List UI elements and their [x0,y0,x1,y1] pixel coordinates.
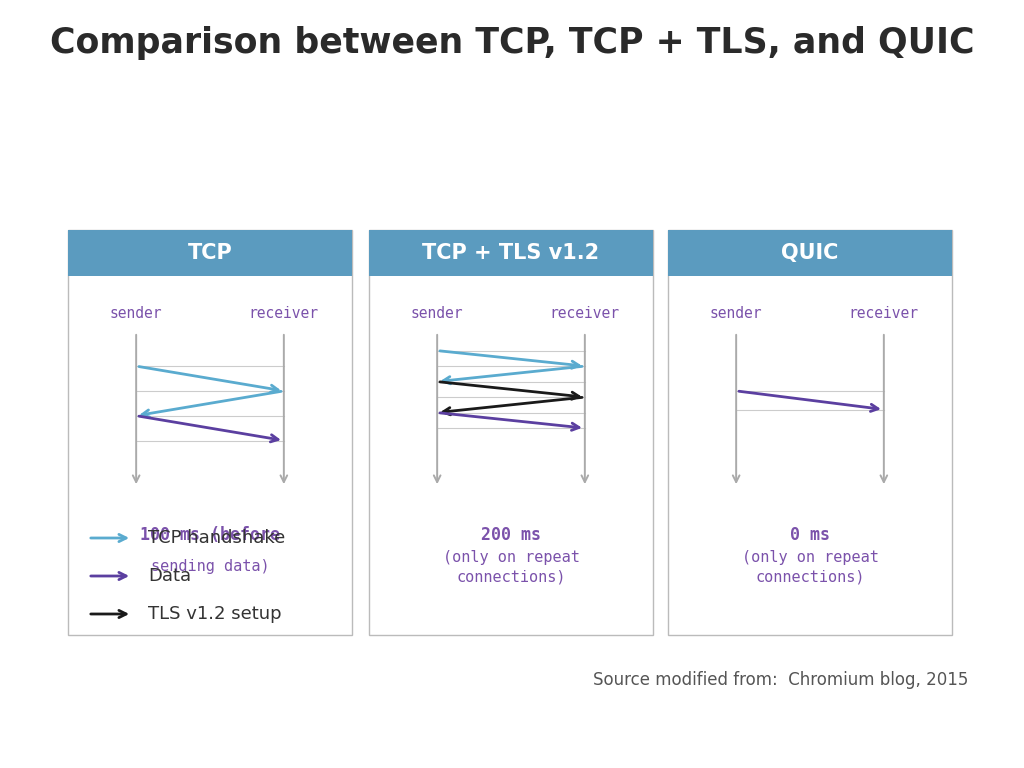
Text: (only on repeat
connections): (only on repeat connections) [741,550,879,584]
Text: Comparison between TCP, TCP + TLS, and QUIC: Comparison between TCP, TCP + TLS, and Q… [50,26,974,60]
Text: receiver: receiver [550,306,620,322]
Text: QUIC: QUIC [781,243,839,263]
Bar [668,230,952,635]
Text: 100 ms (before: 100 ms (before [140,526,280,544]
Text: TCP: TCP [187,243,232,263]
Text: sender: sender [411,306,464,322]
Text: 0 ms: 0 ms [790,526,830,544]
Text: Source modified from:  Chromium blog, 2015: Source modified from: Chromium blog, 201… [593,671,968,689]
Text: sender: sender [110,306,163,322]
Text: receiver: receiver [249,306,318,322]
Bar [68,230,352,276]
Text: receiver: receiver [849,306,919,322]
Bar [68,230,352,635]
Bar [668,230,952,276]
Text: TCP handshake: TCP handshake [148,529,286,547]
Text: TLS v1.2 setup: TLS v1.2 setup [148,605,282,623]
Text: (only on repeat
connections): (only on repeat connections) [442,550,580,584]
Bar [369,230,653,276]
Text: 200 ms: 200 ms [481,526,541,544]
Text: sending data): sending data) [151,560,269,574]
Text: TCP + TLS v1.2: TCP + TLS v1.2 [423,243,600,263]
Text: Data: Data [148,567,191,585]
Text: sender: sender [710,306,763,322]
Bar [369,230,653,635]
